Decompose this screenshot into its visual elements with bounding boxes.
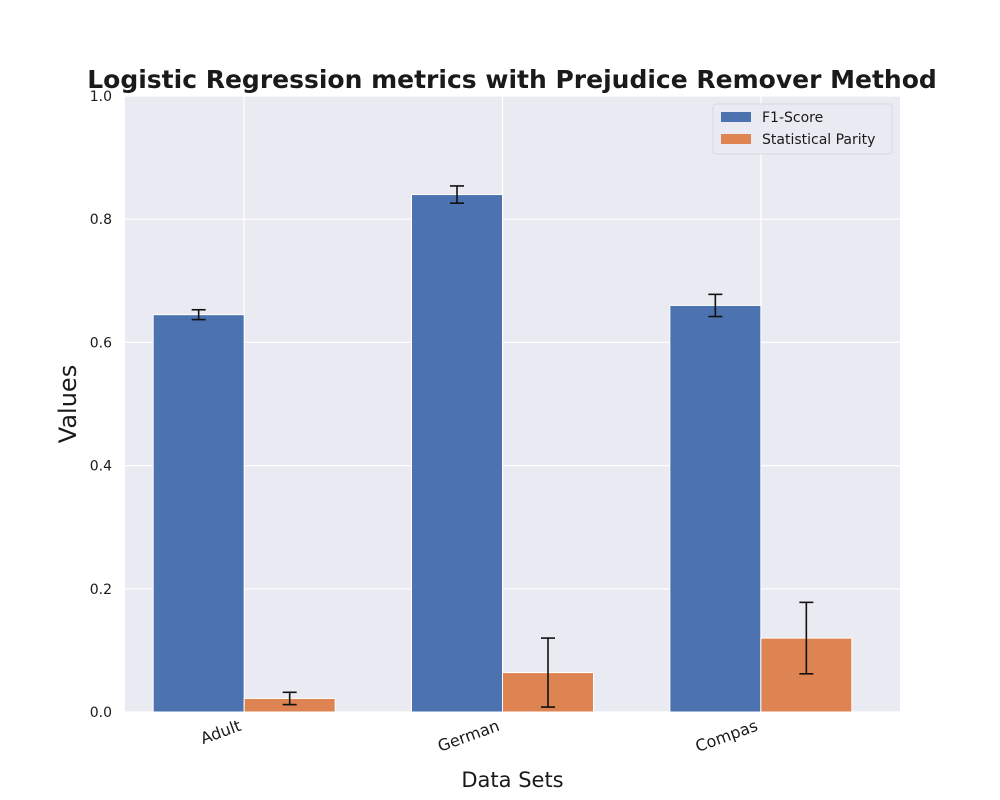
bars — [152, 185, 853, 713]
y-tick-label: 0.2 — [90, 582, 112, 598]
chart-title: Logistic Regression metrics with Prejudi… — [87, 65, 937, 94]
error-bar — [541, 637, 555, 708]
legend-label: Statistical Parity — [762, 132, 875, 148]
plot-background — [125, 96, 900, 712]
y-axis-ticks: 0.0 0.2 0.4 0.6 0.8 1.0 — [90, 89, 112, 721]
y-tick-label: 0.0 — [90, 705, 112, 721]
y-tick-label: 0.8 — [90, 212, 112, 228]
x-tick-label: Adult — [198, 716, 244, 748]
x-axis-label: Data Sets — [461, 768, 563, 792]
legend-swatch — [721, 112, 751, 122]
x-tick-label: Compas — [693, 716, 760, 756]
legend-box — [712, 103, 893, 155]
y-axis-label: Values — [54, 365, 82, 443]
error-bar — [450, 185, 464, 204]
x-axis-ticks: Adult German Compas — [198, 716, 760, 756]
legend-label: F1-Score — [762, 110, 823, 126]
y-tick-label: 0.6 — [90, 335, 112, 351]
error-bar — [191, 308, 206, 321]
bar-f1-score-compas — [669, 304, 762, 713]
y-tick-label: 0.4 — [90, 459, 112, 475]
legend: F1-Score Statistical Parity — [712, 103, 893, 155]
error-bar — [708, 293, 723, 318]
y-tick-label: 1.0 — [90, 89, 112, 105]
legend-swatch — [721, 134, 751, 144]
bar-f1-score-adult — [152, 314, 245, 713]
x-tick-label: German — [435, 716, 502, 756]
bar-f1-score-german — [411, 194, 503, 713]
error-bar — [282, 691, 297, 706]
error-bar — [799, 601, 814, 675]
